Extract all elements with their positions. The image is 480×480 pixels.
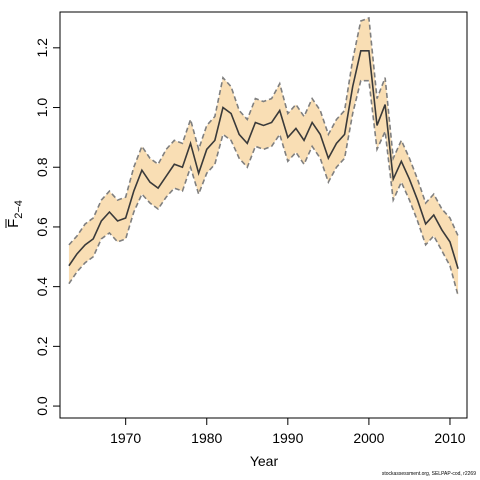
y-axis-title: F2−4 bbox=[5, 200, 25, 228]
y-axis: 0.0 0.2 0.4 0.6 0.8 1.0 1.2 bbox=[34, 38, 60, 416]
upper-bound-line bbox=[68, 16, 459, 246]
y-tick-label: 0.8 bbox=[34, 157, 50, 177]
estimate-line bbox=[68, 50, 459, 269]
lower-bound-line bbox=[68, 79, 459, 296]
y-tick-label: 0.6 bbox=[34, 217, 50, 237]
x-tick-label: 1970 bbox=[110, 430, 141, 446]
y-axis-title-subscript: 2−4 bbox=[13, 200, 25, 219]
svg-text:F2−4: F2−4 bbox=[5, 200, 25, 228]
y-tick-label: 1.0 bbox=[34, 98, 50, 118]
x-axis-title: Year bbox=[250, 453, 279, 469]
footer-credit: stockassessment.org, SELPAP-cod, r2269 bbox=[381, 471, 476, 477]
x-tick-label: 1980 bbox=[191, 430, 222, 446]
x-tick-label: 2000 bbox=[353, 430, 384, 446]
plot-area bbox=[68, 16, 459, 296]
y-axis-title-main: F bbox=[5, 219, 22, 228]
plot-frame bbox=[59, 11, 468, 419]
x-tick-label: 1990 bbox=[272, 430, 303, 446]
y-tick-label: 0.4 bbox=[34, 277, 50, 297]
x-axis: 1970 1980 1990 2000 2010 bbox=[110, 418, 466, 446]
y-tick-label: 1.2 bbox=[34, 38, 50, 58]
y-tick-label: 0.2 bbox=[34, 336, 50, 356]
y-tick-label: 0.0 bbox=[34, 396, 50, 416]
x-tick-label: 2010 bbox=[434, 430, 465, 446]
confidence-band bbox=[68, 17, 459, 296]
